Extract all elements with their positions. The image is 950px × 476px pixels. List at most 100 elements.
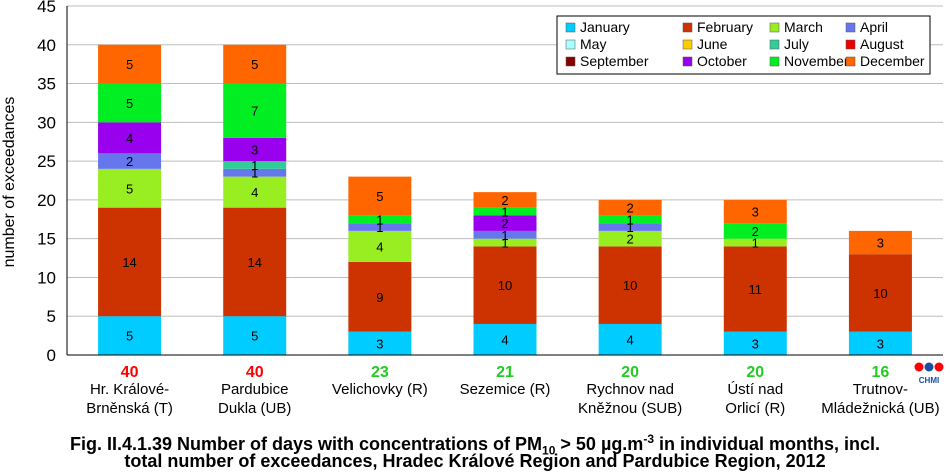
legend-box [556,15,931,75]
legend-swatch [845,56,856,67]
bar-segment-april [348,223,412,231]
bar-segment-label: 1 [251,158,258,173]
legend-swatch [565,56,576,67]
bar-segment-label: 2 [501,193,508,208]
x-category-label: Kněžnou (SUB) [578,400,682,417]
legend-swatch [845,39,856,50]
bar-segment-label: 2 [501,216,508,231]
bar-segment-february [348,261,412,332]
bar-segment-label: 4 [501,332,508,347]
x-category-label: Pardubice [221,381,289,398]
x-axis-categories: Hr. Králové- Brněnská (T) Pardubice Dukla (… [86,381,939,417]
bar-segment-label: 1 [627,212,634,227]
y-tick-label: 20 [37,191,56,210]
x-category-label: Brněnská (T) [86,400,173,417]
bar-segment-label: 4 [251,185,258,200]
bar-segment-april [598,223,662,231]
legend-entry: August [860,36,904,52]
bar-segment-march [98,168,162,208]
bar-segment-october [98,122,162,154]
bar-segment-december [848,230,912,255]
legend-entry: November [784,53,849,69]
bar-segment-november [473,207,537,216]
legend-swatch [845,22,856,33]
x-category-label: Orlicí (R) [725,400,785,417]
logo-dot-left [914,362,924,372]
x-category-label: Velichovky (R) [332,381,428,398]
bar-segment-december [223,44,287,84]
legend-entry: April [860,19,888,35]
x-category-label: Rychnov nad [586,381,674,398]
bar-segment-february [473,246,537,324]
bar-segment-label: 1 [501,228,508,243]
bar-segment-label: 5 [126,181,133,196]
bar-total-label: 23 [371,364,389,381]
bar-segment-february [848,254,912,332]
x-category-label: Sezemice (R) [460,381,551,398]
bar-segment-february [98,207,162,317]
bar-segment-january [598,323,662,355]
bar-segment-label: 5 [126,96,133,111]
legend-entry: February [697,19,753,35]
bar-segment-label: 3 [752,205,759,220]
bar-segment-november [348,215,412,224]
bar-segment-december [348,176,412,216]
y-tick-label: 35 [37,75,56,94]
bar-segment-label: 7 [251,104,258,119]
legend-swatch [565,22,576,33]
legend-entry: June [697,36,728,52]
y-tick-label: 45 [37,0,56,16]
bar-segment-february [598,246,662,324]
bar-segment-label: 5 [251,329,258,344]
y-tick-label: 40 [37,36,56,55]
x-category-label: Dukla (UB) [218,400,291,417]
bar-segment-label: 5 [126,57,133,72]
bar-segment-march [723,238,787,247]
figure-caption-line-1: Fig. II.4.1.39 Number of days with conce… [69,432,881,458]
bar-segment-label: 2 [126,154,133,169]
bar-segment-label: 1 [752,236,759,251]
bar-segment-label: 3 [376,336,383,351]
bar-total-label: 40 [246,364,264,381]
bar-segment-label: 14 [247,255,261,270]
y-axis-ticks: 0 5 10 15 20 25 30 35 40 45 [37,0,56,365]
bar-segment-label: 1 [376,220,383,235]
bar-segment-label: 1 [627,220,634,235]
y-tick-label: 15 [37,230,56,249]
legend-entry: May [580,36,606,52]
bar-segment-label: 1 [376,212,383,227]
bar-segment-label: 3 [251,142,258,157]
x-category-label: Hr. Králové- [90,381,169,398]
bar-segment-april [473,230,537,239]
bar-segment-november [223,83,287,138]
bar-total-label: 20 [746,364,764,381]
bar-segment-label: 2 [627,201,634,216]
bar-total-label: 40 [121,364,139,381]
bar-segment-january [473,323,537,355]
legend: January February March April May June July Augu… [556,15,931,75]
bar-segment-march [348,230,412,262]
legend-swatch [769,22,780,33]
bar-segment-label: 3 [752,336,759,351]
axes [66,6,943,356]
logo-dot-middle [924,362,934,372]
bar-segment-november [98,83,162,123]
legend-entry: January [580,19,630,35]
bar-segment-label: 5 [126,329,133,344]
bar-segment-december [473,192,537,208]
bar-segment-january [723,331,787,355]
bar-segment-label: 2 [752,224,759,239]
bar-segment-label: 1 [501,205,508,220]
bar-total-label: 21 [496,364,514,381]
legend-swatch [769,56,780,67]
bar-segment-label: 10 [873,286,887,301]
x-category-label: Ústí nad [727,381,783,398]
x-category-label: Trutnov- [853,381,908,398]
totals: 40 40 23 21 20 20 16 [121,364,890,381]
x-category-label: Mládežnická (UB) [821,400,939,417]
bar-segment-december [723,199,787,224]
bar-segment-november [723,223,787,239]
bar-segment-label: 14 [122,255,136,270]
bar-segment-february [723,246,787,332]
bar-segment-label: 4 [627,332,634,347]
